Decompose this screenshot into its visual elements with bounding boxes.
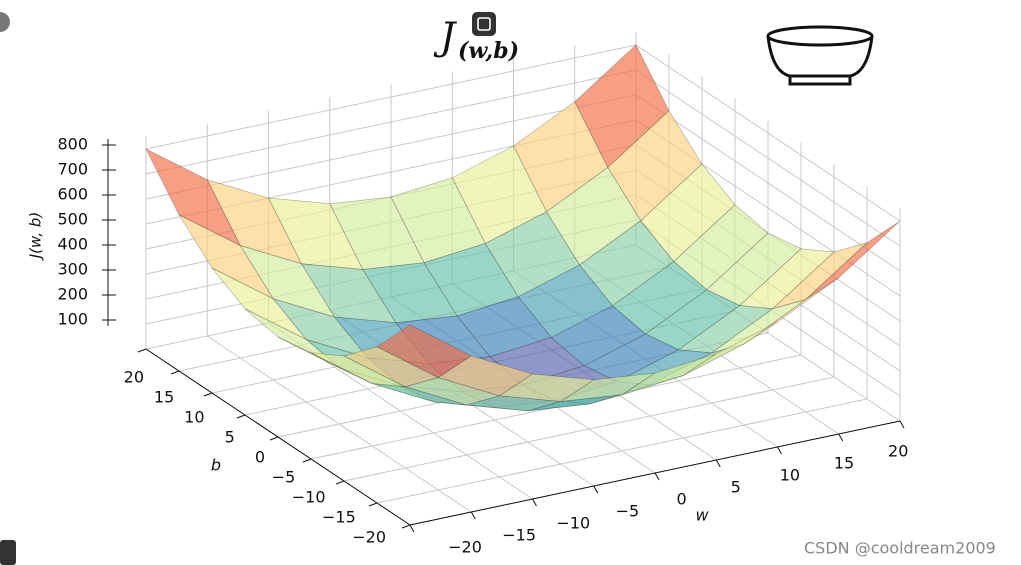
y-tick — [236, 414, 246, 419]
y-tick — [335, 480, 345, 485]
wall-grid-line — [145, 94, 637, 200]
y-tick — [269, 436, 279, 441]
surface-patch — [673, 204, 769, 291]
x-tick — [532, 498, 537, 507]
x-tick — [715, 459, 721, 468]
y-tick — [401, 524, 411, 529]
floor-grid-line — [376, 398, 868, 504]
surface-patch — [611, 261, 708, 335]
y-tick-label: 20 — [124, 368, 144, 387]
x-axis-line — [409, 420, 901, 526]
x-tick — [409, 524, 415, 533]
y-tick-label: −15 — [322, 508, 356, 527]
x-tick — [470, 511, 476, 520]
y-tick-label: −5 — [272, 468, 296, 487]
surface-patch — [376, 324, 472, 378]
x-axis-label: w — [695, 506, 709, 525]
x-tick-label: 0 — [677, 490, 687, 509]
x-tick-label: 20 — [888, 442, 908, 461]
z-tick-label: 200 — [57, 285, 88, 304]
x-tick-label: −15 — [502, 526, 536, 545]
y-tick — [137, 348, 147, 353]
surface-patch — [640, 163, 736, 263]
x-tick — [838, 433, 844, 442]
y-tick-label: 0 — [255, 448, 265, 467]
bowl-foot — [788, 76, 852, 86]
wall-grid-line — [635, 94, 901, 272]
x-tick-label: 15 — [834, 454, 854, 473]
x-tick-label: 10 — [780, 466, 800, 485]
z-tick-label: 700 — [57, 160, 88, 179]
x-tick — [899, 420, 905, 429]
bowl-icon — [766, 25, 874, 86]
x-tick — [654, 472, 660, 481]
surface — [145, 44, 901, 412]
title-subscript: (w,b) — [458, 38, 519, 64]
z-tick-label: 800 — [57, 135, 88, 154]
x-tick-label: −20 — [448, 538, 482, 557]
z-tick-label: 500 — [57, 210, 88, 229]
watermark: CSDN @cooldream2009 — [804, 539, 996, 558]
z-axis-label: J(w, b) — [27, 212, 45, 262]
y-tick-label: 5 — [225, 428, 235, 447]
y-tick — [368, 502, 378, 507]
x-tick-label: −10 — [556, 514, 590, 533]
floor-grid-line — [343, 376, 835, 482]
icon-glyph — [477, 17, 491, 31]
wall-grid-line — [635, 69, 901, 247]
z-tick-label: 400 — [57, 235, 88, 254]
x-tick-label: −5 — [616, 502, 640, 521]
x-tick-label: 5 — [731, 478, 741, 497]
y-tick — [203, 392, 213, 397]
z-tick-label: 300 — [57, 260, 88, 279]
wall-grid-line — [145, 44, 637, 150]
y-axis-line — [145, 348, 411, 526]
wall-grid-line — [145, 69, 637, 175]
y-tick — [302, 458, 312, 463]
corner-box — [0, 540, 16, 565]
z-tick-label: 100 — [57, 310, 88, 329]
y-tick — [170, 370, 180, 375]
corner-button[interactable] — [0, 12, 10, 32]
surface-patch — [574, 44, 670, 169]
z-tick-label: 600 — [57, 185, 88, 204]
x-tick — [777, 446, 782, 455]
surface-patch — [211, 267, 307, 340]
y-tick-label: −20 — [352, 528, 386, 547]
icon-bg[interactable] — [472, 12, 496, 36]
surface-patch — [711, 299, 806, 354]
x-tick — [593, 485, 599, 494]
wall-grid-line — [635, 44, 901, 222]
y-tick-label: 15 — [154, 388, 174, 407]
y-tick-label: −10 — [292, 488, 326, 507]
y-axis-label: b — [211, 456, 221, 475]
y-tick-label: 10 — [184, 408, 204, 427]
restore-icon[interactable] — [472, 12, 496, 36]
bowl-body — [766, 35, 874, 78]
surface-patch — [772, 242, 868, 310]
title: J (w,b) — [433, 15, 519, 65]
